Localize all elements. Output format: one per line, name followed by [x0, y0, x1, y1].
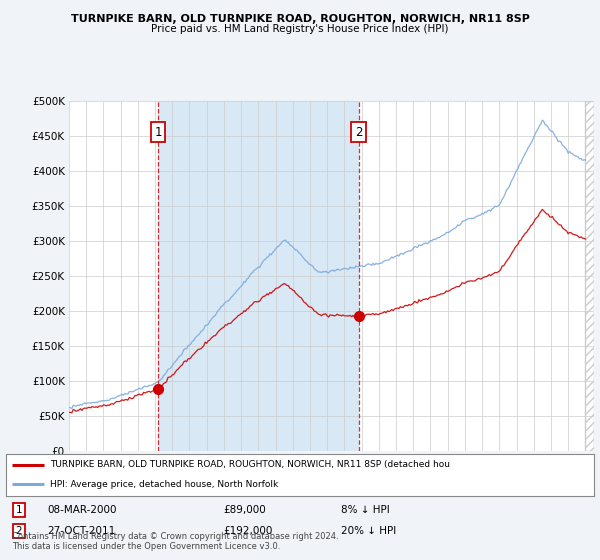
Text: TURNPIKE BARN, OLD TURNPIKE ROAD, ROUGHTON, NORWICH, NR11 8SP: TURNPIKE BARN, OLD TURNPIKE ROAD, ROUGHT…: [71, 14, 529, 24]
Text: 20% ↓ HPI: 20% ↓ HPI: [341, 526, 397, 536]
Text: 1: 1: [16, 505, 22, 515]
Text: 1: 1: [155, 126, 162, 139]
Text: £192,000: £192,000: [224, 526, 273, 536]
Text: 08-MAR-2000: 08-MAR-2000: [47, 505, 116, 515]
Text: HPI: Average price, detached house, North Norfolk: HPI: Average price, detached house, Nort…: [50, 480, 278, 489]
Text: Price paid vs. HM Land Registry's House Price Index (HPI): Price paid vs. HM Land Registry's House …: [151, 24, 449, 34]
Bar: [586, 101, 594, 451]
Text: 8% ↓ HPI: 8% ↓ HPI: [341, 505, 390, 515]
Text: £89,000: £89,000: [224, 505, 266, 515]
Text: 2: 2: [355, 126, 362, 139]
Text: 2: 2: [16, 526, 22, 536]
Text: Contains HM Land Registry data © Crown copyright and database right 2024.
This d: Contains HM Land Registry data © Crown c…: [12, 531, 338, 551]
Bar: [158, 101, 359, 451]
Text: TURNPIKE BARN, OLD TURNPIKE ROAD, ROUGHTON, NORWICH, NR11 8SP (detached hou: TURNPIKE BARN, OLD TURNPIKE ROAD, ROUGHT…: [50, 460, 450, 469]
Text: 27-OCT-2011: 27-OCT-2011: [47, 526, 115, 536]
